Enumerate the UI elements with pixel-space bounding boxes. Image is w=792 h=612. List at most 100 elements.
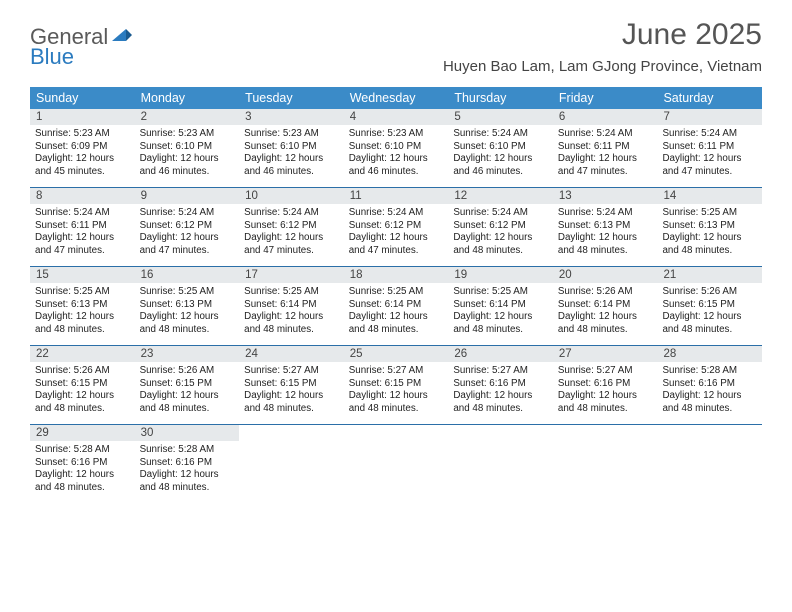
day-number: 29	[30, 425, 135, 441]
day-cell	[657, 425, 762, 503]
sunrise-line: Sunrise: 5:24 AM	[453, 207, 548, 220]
day-number: 26	[448, 346, 553, 362]
day-cell	[448, 425, 553, 503]
day-number: 9	[135, 188, 240, 204]
sunrise-line: Sunrise: 5:28 AM	[662, 365, 757, 378]
daylight-line: Daylight: 12 hours and 47 minutes.	[35, 232, 130, 257]
week-row: 1Sunrise: 5:23 AMSunset: 6:09 PMDaylight…	[30, 109, 762, 188]
day-number: 16	[135, 267, 240, 283]
weeks-container: 1Sunrise: 5:23 AMSunset: 6:09 PMDaylight…	[30, 109, 762, 503]
day-cell: 5Sunrise: 5:24 AMSunset: 6:10 PMDaylight…	[448, 109, 553, 187]
daylight-line: Daylight: 12 hours and 47 minutes.	[140, 232, 235, 257]
sunrise-line: Sunrise: 5:24 AM	[349, 207, 444, 220]
sunrise-line: Sunrise: 5:24 AM	[558, 128, 653, 141]
sunrise-line: Sunrise: 5:25 AM	[453, 286, 548, 299]
daylight-line: Daylight: 12 hours and 48 minutes.	[453, 311, 548, 336]
sunrise-line: Sunrise: 5:25 AM	[35, 286, 130, 299]
daylight-line: Daylight: 12 hours and 47 minutes.	[349, 232, 444, 257]
day-body: Sunrise: 5:25 AMSunset: 6:13 PMDaylight:…	[135, 283, 240, 340]
sunrise-line: Sunrise: 5:28 AM	[140, 444, 235, 457]
day-body: Sunrise: 5:26 AMSunset: 6:14 PMDaylight:…	[553, 283, 658, 340]
sunrise-line: Sunrise: 5:26 AM	[662, 286, 757, 299]
sunrise-line: Sunrise: 5:24 AM	[662, 128, 757, 141]
sunset-line: Sunset: 6:13 PM	[558, 220, 653, 233]
daylight-line: Daylight: 12 hours and 48 minutes.	[453, 232, 548, 257]
daylight-line: Daylight: 12 hours and 47 minutes.	[244, 232, 339, 257]
day-cell: 14Sunrise: 5:25 AMSunset: 6:13 PMDayligh…	[657, 188, 762, 266]
day-body: Sunrise: 5:23 AMSunset: 6:09 PMDaylight:…	[30, 125, 135, 182]
day-number: 21	[657, 267, 762, 283]
daylight-line: Daylight: 12 hours and 48 minutes.	[140, 311, 235, 336]
sunrise-line: Sunrise: 5:26 AM	[35, 365, 130, 378]
empty-day	[553, 425, 658, 475]
daylight-line: Daylight: 12 hours and 48 minutes.	[558, 311, 653, 336]
day-body: Sunrise: 5:26 AMSunset: 6:15 PMDaylight:…	[135, 362, 240, 419]
logo-text-blue: Blue	[30, 44, 74, 69]
day-cell: 25Sunrise: 5:27 AMSunset: 6:15 PMDayligh…	[344, 346, 449, 424]
day-body: Sunrise: 5:24 AMSunset: 6:10 PMDaylight:…	[448, 125, 553, 182]
day-body: Sunrise: 5:26 AMSunset: 6:15 PMDaylight:…	[657, 283, 762, 340]
sunset-line: Sunset: 6:11 PM	[662, 141, 757, 154]
day-body: Sunrise: 5:24 AMSunset: 6:13 PMDaylight:…	[553, 204, 658, 261]
day-header-fri: Friday	[553, 87, 658, 109]
empty-day	[657, 425, 762, 475]
day-cell: 22Sunrise: 5:26 AMSunset: 6:15 PMDayligh…	[30, 346, 135, 424]
day-cell: 16Sunrise: 5:25 AMSunset: 6:13 PMDayligh…	[135, 267, 240, 345]
sunrise-line: Sunrise: 5:25 AM	[140, 286, 235, 299]
sunset-line: Sunset: 6:13 PM	[140, 299, 235, 312]
day-cell: 13Sunrise: 5:24 AMSunset: 6:13 PMDayligh…	[553, 188, 658, 266]
empty-day	[448, 425, 553, 475]
day-body: Sunrise: 5:26 AMSunset: 6:15 PMDaylight:…	[30, 362, 135, 419]
day-body: Sunrise: 5:25 AMSunset: 6:14 PMDaylight:…	[448, 283, 553, 340]
daylight-line: Daylight: 12 hours and 46 minutes.	[140, 153, 235, 178]
day-number: 15	[30, 267, 135, 283]
day-cell: 24Sunrise: 5:27 AMSunset: 6:15 PMDayligh…	[239, 346, 344, 424]
day-body: Sunrise: 5:23 AMSunset: 6:10 PMDaylight:…	[344, 125, 449, 182]
sunset-line: Sunset: 6:16 PM	[35, 457, 130, 470]
day-cell: 8Sunrise: 5:24 AMSunset: 6:11 PMDaylight…	[30, 188, 135, 266]
sunrise-line: Sunrise: 5:24 AM	[35, 207, 130, 220]
daylight-line: Daylight: 12 hours and 47 minutes.	[558, 153, 653, 178]
day-cell: 26Sunrise: 5:27 AMSunset: 6:16 PMDayligh…	[448, 346, 553, 424]
daylight-line: Daylight: 12 hours and 47 minutes.	[662, 153, 757, 178]
day-body: Sunrise: 5:27 AMSunset: 6:16 PMDaylight:…	[553, 362, 658, 419]
sunset-line: Sunset: 6:12 PM	[453, 220, 548, 233]
sunrise-line: Sunrise: 5:25 AM	[662, 207, 757, 220]
daylight-line: Daylight: 12 hours and 48 minutes.	[140, 469, 235, 494]
day-body: Sunrise: 5:24 AMSunset: 6:11 PMDaylight:…	[30, 204, 135, 261]
sunrise-line: Sunrise: 5:23 AM	[35, 128, 130, 141]
day-cell: 11Sunrise: 5:24 AMSunset: 6:12 PMDayligh…	[344, 188, 449, 266]
day-number: 25	[344, 346, 449, 362]
day-body: Sunrise: 5:28 AMSunset: 6:16 PMDaylight:…	[135, 441, 240, 498]
sunrise-line: Sunrise: 5:27 AM	[244, 365, 339, 378]
day-header-row: Sunday Monday Tuesday Wednesday Thursday…	[30, 87, 762, 109]
day-cell: 17Sunrise: 5:25 AMSunset: 6:14 PMDayligh…	[239, 267, 344, 345]
sunset-line: Sunset: 6:15 PM	[35, 378, 130, 391]
sunset-line: Sunset: 6:14 PM	[244, 299, 339, 312]
sunrise-line: Sunrise: 5:27 AM	[453, 365, 548, 378]
sunset-line: Sunset: 6:10 PM	[244, 141, 339, 154]
day-body: Sunrise: 5:28 AMSunset: 6:16 PMDaylight:…	[30, 441, 135, 498]
day-number: 10	[239, 188, 344, 204]
sunset-line: Sunset: 6:13 PM	[35, 299, 130, 312]
day-number: 23	[135, 346, 240, 362]
logo-triangle-icon	[112, 27, 132, 48]
day-body: Sunrise: 5:28 AMSunset: 6:16 PMDaylight:…	[657, 362, 762, 419]
daylight-line: Daylight: 12 hours and 46 minutes.	[349, 153, 444, 178]
daylight-line: Daylight: 12 hours and 48 minutes.	[662, 390, 757, 415]
sunrise-line: Sunrise: 5:27 AM	[349, 365, 444, 378]
sunrise-line: Sunrise: 5:25 AM	[349, 286, 444, 299]
day-cell: 2Sunrise: 5:23 AMSunset: 6:10 PMDaylight…	[135, 109, 240, 187]
day-number: 22	[30, 346, 135, 362]
day-number: 18	[344, 267, 449, 283]
sunrise-line: Sunrise: 5:25 AM	[244, 286, 339, 299]
sunrise-line: Sunrise: 5:24 AM	[140, 207, 235, 220]
sunset-line: Sunset: 6:15 PM	[244, 378, 339, 391]
week-row: 29Sunrise: 5:28 AMSunset: 6:16 PMDayligh…	[30, 425, 762, 503]
sunset-line: Sunset: 6:12 PM	[349, 220, 444, 233]
day-number: 3	[239, 109, 344, 125]
sunset-line: Sunset: 6:12 PM	[140, 220, 235, 233]
day-number: 30	[135, 425, 240, 441]
sunset-line: Sunset: 6:13 PM	[662, 220, 757, 233]
day-body: Sunrise: 5:25 AMSunset: 6:14 PMDaylight:…	[344, 283, 449, 340]
